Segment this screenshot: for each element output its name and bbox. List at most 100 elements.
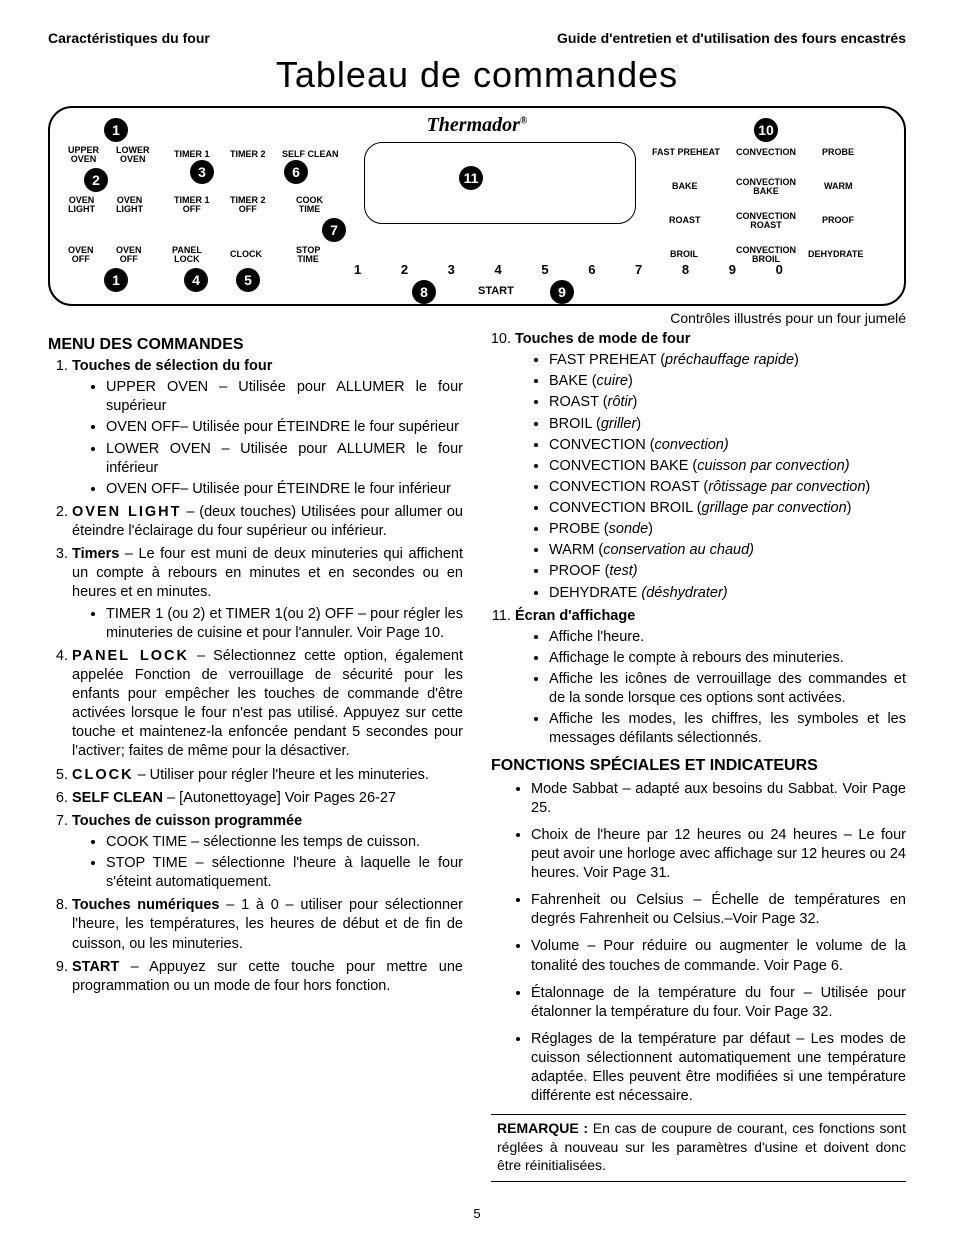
item-4: PANEL LOCK – Sélectionnez cette option, … — [72, 647, 463, 762]
item5-head: CLOCK — [72, 767, 134, 783]
callout-7: 7 — [322, 218, 346, 242]
header-right: Guide d'entretien et d'utilisation des f… — [557, 30, 906, 46]
mode-7: CONVECTION BROIL (grillage par convectio… — [549, 499, 906, 518]
body-columns: MENU DES COMMANDES Touches de sélection … — [48, 328, 906, 1186]
callout-6: 6 — [284, 160, 308, 184]
item-5: CLOCK – Utiliser pour régler l'heure et … — [72, 766, 463, 785]
item1-head: Touches de sélection du four — [72, 358, 272, 374]
mode-10: PROOF (test) — [549, 562, 906, 581]
left-title: MENU DES COMMANDES — [48, 334, 463, 355]
display-screen — [364, 142, 636, 224]
lbl-stop-time: STOP TIME — [296, 246, 320, 265]
control-panel-diagram: Thermador® UPPER OVEN LOWER OVEN TIMER 1… — [48, 106, 906, 306]
callout-4: 4 — [184, 268, 208, 292]
item-8: Touches numériques – 1 à 0 – utiliser po… — [72, 896, 463, 953]
page-title: Tableau de commandes — [48, 54, 906, 96]
page: Caractéristiques du four Guide d'entreti… — [0, 0, 954, 1235]
mode-0: FAST PREHEAT (préchauffage rapide) — [549, 351, 906, 370]
lbl-timer1-off: TIMER 1 OFF — [174, 196, 210, 215]
panel-grid: UPPER OVEN LOWER OVEN TIMER 1 TIMER 2 SE… — [64, 122, 890, 292]
header-left: Caractéristiques du four — [48, 30, 210, 46]
item4-head: PANEL LOCK — [72, 648, 189, 664]
item1-sub3: OVEN OFF– Utilisée pour ÉTEINDRE le four… — [106, 480, 463, 499]
lbl-dehydrate: DEHYDRATE — [808, 250, 863, 259]
lbl-conv-bake: CONVECTION BAKE — [736, 178, 796, 197]
item11-sub3: Affiche les modes, les chiffres, les sym… — [549, 710, 906, 748]
mode-5: CONVECTION BAKE (cuisson par convection) — [549, 457, 906, 476]
lbl-oven-off-l: OVEN OFF — [68, 246, 94, 265]
special-title: FONCTIONS SPÉCIALES ET INDICATEURS — [491, 755, 906, 776]
lbl-timer1: TIMER 1 — [174, 150, 210, 159]
lbl-oven-light-l: OVEN LIGHT — [68, 196, 95, 215]
lbl-oven-light-r: OVEN LIGHT — [116, 196, 143, 215]
callout-2: 2 — [84, 168, 108, 192]
item1-sub0: UPPER OVEN – Utilisée pour ALLUMER le fo… — [106, 378, 463, 416]
lbl-upper-oven: UPPER OVEN — [68, 146, 99, 165]
mode-8: PROBE (sonde) — [549, 520, 906, 539]
lbl-warm: WARM — [824, 182, 853, 191]
item11-sub2: Affiche les icônes de verrouillage des c… — [549, 670, 906, 708]
lbl-roast: ROAST — [669, 216, 701, 225]
item1-sub: UPPER OVEN – Utilisée pour ALLUMER le fo… — [72, 378, 463, 499]
item7-sub: COOK TIME – sélectionne les temps de cui… — [72, 833, 463, 892]
mode-4: CONVECTION (convection) — [549, 436, 906, 455]
item-10: Touches de mode de four FAST PREHEAT (pr… — [515, 330, 906, 603]
item8-head: Touches numériques — [72, 897, 220, 913]
lbl-start: START — [478, 285, 514, 297]
panel-caption: Contrôles illustrés pour un four jumelé — [48, 310, 906, 326]
item7-sub1: STOP TIME – sélectionne l'heure à laquel… — [106, 854, 463, 892]
item-9: START – Appuyez sur cette touche pour me… — [72, 958, 463, 996]
lbl-cook-time: COOK TIME — [296, 196, 323, 215]
callout-10: 10 — [754, 118, 778, 142]
item3-body: – Le four est muni de deux minuteries qu… — [72, 546, 463, 600]
left-column: MENU DES COMMANDES Touches de sélection … — [48, 328, 463, 1186]
keypad-numbers: 1 2 3 4 5 6 7 8 9 0 — [354, 262, 801, 277]
item9-body: – Appuyez sur cette touche pour mettre u… — [72, 959, 463, 994]
lbl-probe: PROBE — [822, 148, 854, 157]
item2-head: OVEN LIGHT — [72, 504, 181, 520]
modes-list: FAST PREHEAT (préchauffage rapide)BAKE (… — [515, 351, 906, 603]
remark-head: REMARQUE : — [497, 1120, 588, 1136]
special-5: Réglages de la température par défaut – … — [531, 1030, 906, 1107]
callout-1b: 1 — [104, 268, 128, 292]
special-0: Mode Sabbat – adapté aux besoins du Sabb… — [531, 780, 906, 818]
item7-sub0: COOK TIME – sélectionne les temps de cui… — [106, 833, 463, 852]
special-1: Choix de l'heure par 12 heures ou 24 heu… — [531, 826, 906, 883]
lbl-oven-off-r: OVEN OFF — [116, 246, 142, 265]
item1-sub1: OVEN OFF– Utilisée pour ÉTEINDRE le four… — [106, 418, 463, 437]
special-2: Fahrenheit ou Celsius – Échelle de tempé… — [531, 891, 906, 929]
callout-8: 8 — [412, 280, 436, 304]
lbl-clock: CLOCK — [230, 250, 262, 259]
lbl-proof: PROOF — [822, 216, 854, 225]
divider — [491, 1114, 906, 1115]
item10-head: Touches de mode de four — [515, 331, 690, 347]
item5-body: – Utiliser pour régler l'heure et les mi… — [134, 767, 429, 783]
lbl-fast-preheat: FAST PREHEAT — [652, 148, 720, 157]
right-column: Touches de mode de four FAST PREHEAT (pr… — [491, 328, 906, 1186]
mode-2: ROAST (rôtir) — [549, 393, 906, 412]
item1-sub2: LOWER OVEN – Utilisée pour ALLUMER le fo… — [106, 440, 463, 478]
lbl-bake: BAKE — [672, 182, 698, 191]
callout-9: 9 — [550, 280, 574, 304]
special-4: Étalonnage de la température du four – U… — [531, 984, 906, 1022]
item-6: SELF CLEAN – [Autonettoyage] Voir Pages … — [72, 789, 463, 808]
item-11: Écran d'affichage Affiche l'heure. Affic… — [515, 607, 906, 749]
special-list: Mode Sabbat – adapté aux besoins du Sabb… — [491, 780, 906, 1107]
item-7: Touches de cuisson programmée COOK TIME … — [72, 812, 463, 893]
callout-5: 5 — [236, 268, 260, 292]
divider-2 — [491, 1181, 906, 1182]
item6-body: – [Autonettoyage] Voir Pages 26-27 — [163, 790, 396, 806]
lbl-timer2: TIMER 2 — [230, 150, 266, 159]
item3-head: Timers — [72, 546, 119, 562]
left-ol: Touches de sélection du four UPPER OVEN … — [48, 357, 463, 996]
item11-sub0: Affiche l'heure. — [549, 628, 906, 647]
item11-head: Écran d'affichage — [515, 608, 635, 624]
item9-head: START — [72, 959, 119, 975]
callout-3: 3 — [190, 160, 214, 184]
mode-9: WARM (conservation au chaud) — [549, 541, 906, 560]
mode-11: DEHYDRATE (déshydrater) — [549, 584, 906, 603]
lbl-timer2-off: TIMER 2 OFF — [230, 196, 266, 215]
item7-head: Touches de cuisson programmée — [72, 813, 302, 829]
item-2: OVEN LIGHT – (deux touches) Utilisées po… — [72, 503, 463, 541]
mode-6: CONVECTION ROAST (rôtissage par convecti… — [549, 478, 906, 497]
